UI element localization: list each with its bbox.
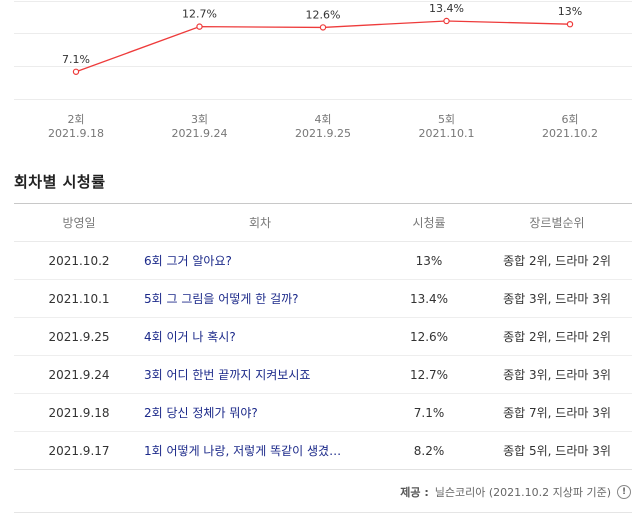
row-date: 2021.10.1 [48,291,110,306]
row-rank: 종합 7위, 드라마 3위 [503,406,611,420]
row-rank: 종합 3위, 드라마 3위 [503,368,611,382]
episode-title-link[interactable]: 2회 당신 정체가 뭐야? [144,406,258,420]
row-rank: 종합 2위, 드라마 2위 [503,254,611,268]
row-episode-cell: 1회 어떻게 나랑, 저렇게 똑같이 생겼… [144,432,376,470]
row-rank: 종합 5위, 드라마 3위 [503,444,611,458]
section-title: 회차별 시청률 [14,173,106,191]
row-date: 2021.10.2 [48,253,110,268]
episode-title-link[interactable]: 4회 이거 나 혹시? [144,330,236,344]
ratings-table: 방영일 회차 시청률 장르별순위 2021.10.2 6회 그거 알아요? 13% 종… [14,203,632,470]
bottom-divider [14,512,632,513]
data-point [443,17,450,25]
row-episode-cell: 2회 당신 정체가 뭐야? [144,394,376,432]
row-rank: 종합 3위, 드라마 3위 [503,292,611,306]
row-rank: 종합 2위, 드라마 2위 [503,330,611,344]
row-rating: 12.7% [409,367,449,382]
table-row: 2021.9.18 2회 당신 정체가 뭐야? 7.1% 종합 7위, 드라마 3위 [14,394,632,432]
data-label: 13% [558,5,582,18]
provider-note: 제공 : 닐슨코리아 (2021.10.2 지상파 기준) ! [400,484,631,500]
row-rating: 12.6% [409,329,449,344]
data-point [72,68,80,75]
row-episode-cell: 5회 그 그림을 어떻게 한 걸까? [144,280,376,318]
x-tick-episode: 5회 [438,113,455,126]
row-rating: 13.4% [409,291,449,306]
data-label: 12.6% [306,8,341,21]
table-row: 2021.9.25 4회 이거 나 혹시? 12.6% 종합 2위, 드라마 2위 [14,318,632,356]
row-date: 2021.9.18 [48,405,110,420]
provider-source: 닐슨코리아 (2021.10.2 지상파 기준) [434,486,611,499]
header-date: 방영일 [62,216,96,230]
data-label: 12.7% [182,8,217,21]
row-episode-cell: 4회 이거 나 혹시? [144,318,376,356]
row-episode-cell: 3회 어디 한번 끝까지 지켜보시죠 [144,356,376,394]
data-label: 7.1% [62,53,90,66]
x-tick-date: 2021.10.1 [419,127,475,140]
x-tick-episode: 3회 [191,113,208,126]
x-tick-episode: 6회 [561,113,578,126]
row-date: 2021.9.25 [48,329,110,344]
ratings-line-chart: 7.1%12.7% 12.6% 13.4% 13%2회2021.9.183회2021.… [14,1,632,140]
table-row: 2021.9.17 1회 어떻게 나랑, 저렇게 똑같이 생겼… 8.2% 종합 5위… [14,432,632,470]
table-row: 2021.9.24 3회 어디 한번 끝까지 지켜보시죠 12.7% 종합 3위, 드… [14,356,632,394]
data-point [319,24,327,31]
episode-title-link[interactable]: 3회 어디 한번 끝까지 지켜보시죠 [144,368,311,382]
table-row: 2021.10.2 6회 그거 알아요? 13% 종합 2위, 드라마 2위 [14,242,632,280]
row-date: 2021.9.17 [48,443,110,458]
x-tick-date: 2021.9.18 [48,127,104,140]
header-rank: 장르별순위 [529,216,585,230]
row-rating: 8.2% [413,443,445,458]
table-header-row: 방영일 회차 시청률 장르별순위 [14,204,632,242]
row-rating: 7.1% [413,405,445,420]
data-label: 13.4% [429,2,464,15]
x-tick-date: 2021.9.25 [295,127,351,140]
header-episode: 회차 [248,216,272,230]
x-tick-date: 2021.9.24 [172,127,228,140]
x-tick-episode: 2회 [67,113,84,126]
episode-title-link[interactable]: 1회 어떻게 나랑, 저렇게 똑같이 생겼… [144,444,342,458]
provider-label: 제공 : [400,486,429,499]
x-tick-episode: 4회 [314,113,331,126]
x-tick-date: 2021.10.2 [542,127,598,140]
info-icon[interactable]: ! [617,485,631,499]
data-point [566,20,574,28]
row-date: 2021.9.24 [48,367,110,382]
row-episode-cell: 6회 그거 알아요? [144,242,376,280]
data-point [196,23,203,30]
header-rating: 시청률 [412,216,446,230]
table-row: 2021.10.1 5회 그 그림을 어떻게 한 걸까? 13.4% 종합 3위, 드… [14,280,632,318]
episode-title-link[interactable]: 6회 그거 알아요? [144,254,232,268]
row-rating: 13% [415,253,443,268]
episode-title-link[interactable]: 5회 그 그림을 어떻게 한 걸까? [144,292,299,306]
